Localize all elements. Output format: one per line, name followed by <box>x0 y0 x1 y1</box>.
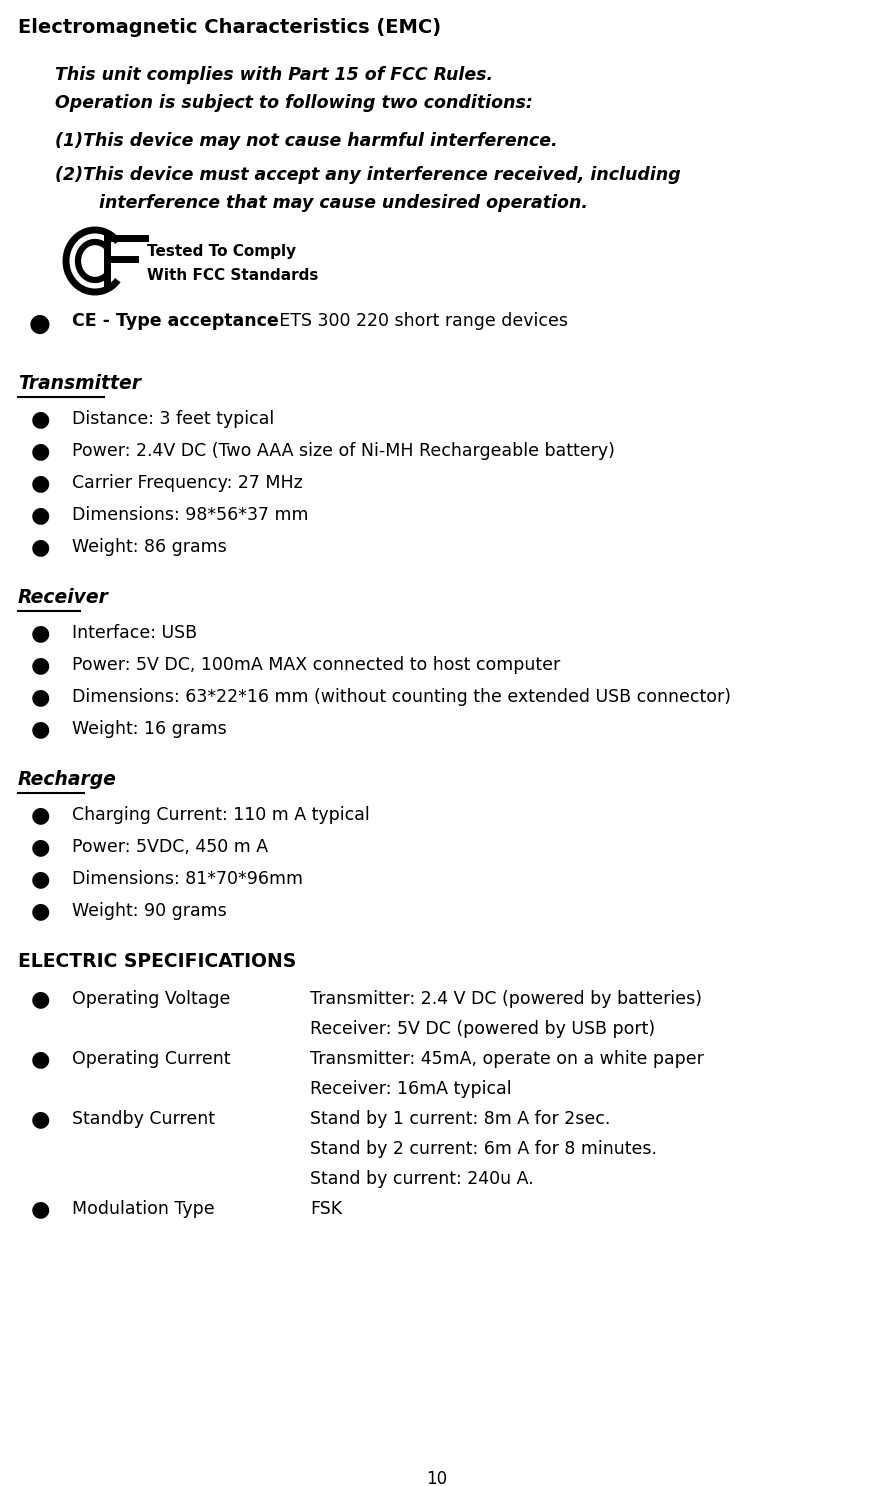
Text: ELECTRIC SPECIFICATIONS: ELECTRIC SPECIFICATIONS <box>18 951 297 970</box>
Text: With FCC Standards: With FCC Standards <box>147 267 318 282</box>
Text: ●: ● <box>31 441 50 462</box>
Text: Dimensions: 63*22*16 mm (without counting the extended USB connector): Dimensions: 63*22*16 mm (without countin… <box>72 688 731 706</box>
Text: ●: ● <box>31 655 50 676</box>
Text: interference that may cause undesired operation.: interference that may cause undesired op… <box>75 195 588 212</box>
Text: Operation is subject to following two conditions:: Operation is subject to following two co… <box>55 94 533 111</box>
Text: Carrier Frequency: 27 MHz: Carrier Frequency: 27 MHz <box>72 474 303 492</box>
Text: ●: ● <box>31 474 50 493</box>
Text: Power: 2.4V DC (Two AAA size of Ni-MH Rechargeable battery): Power: 2.4V DC (Two AAA size of Ni-MH Re… <box>72 441 615 459</box>
Text: ●: ● <box>31 505 50 526</box>
Text: Receiver: Receiver <box>18 587 108 606</box>
Text: ●: ● <box>31 538 50 557</box>
Text: (2)This device must accept any interference received, including: (2)This device must accept any interfere… <box>55 166 681 184</box>
Text: Transmitter: 45mA, operate on a white paper: Transmitter: 45mA, operate on a white pa… <box>310 1049 704 1067</box>
Text: Standby Current: Standby Current <box>72 1110 215 1128</box>
Text: Electromagnetic Characteristics (EMC): Electromagnetic Characteristics (EMC) <box>18 18 441 37</box>
Text: Power: 5VDC, 450 m A: Power: 5VDC, 450 m A <box>72 838 268 856</box>
Text: (1)This device may not cause harmful interference.: (1)This device may not cause harmful int… <box>55 132 557 150</box>
Text: ●: ● <box>31 1199 50 1220</box>
Text: ●: ● <box>31 838 50 857</box>
Text: Weight: 16 grams: Weight: 16 grams <box>72 719 227 737</box>
Text: ●: ● <box>31 869 50 890</box>
Text: Receiver: 5V DC (powered by USB port): Receiver: 5V DC (powered by USB port) <box>310 1019 655 1037</box>
Text: Charging Current: 110 m A typical: Charging Current: 110 m A typical <box>72 805 370 823</box>
Text: ●: ● <box>31 410 50 429</box>
Text: Transmitter: Transmitter <box>18 373 141 392</box>
Text: Interface: USB: Interface: USB <box>72 624 197 642</box>
Text: 10: 10 <box>426 1470 448 1486</box>
Text: Dimensions: 98*56*37 mm: Dimensions: 98*56*37 mm <box>72 505 309 523</box>
Text: FSK: FSK <box>310 1199 342 1217</box>
Text: Operating Current: Operating Current <box>72 1049 230 1067</box>
Text: ●: ● <box>31 990 50 1009</box>
Text: Stand by current: 240u A.: Stand by current: 240u A. <box>310 1169 534 1187</box>
Text: Receiver: 16mA typical: Receiver: 16mA typical <box>310 1080 512 1098</box>
Text: Operating Voltage: Operating Voltage <box>72 990 230 1008</box>
Text: Modulation Type: Modulation Type <box>72 1199 214 1217</box>
Text: ●: ● <box>31 719 50 740</box>
Text: Tested To Comply: Tested To Comply <box>147 244 296 259</box>
Text: Power: 5V DC, 100mA MAX connected to host computer: Power: 5V DC, 100mA MAX connected to hos… <box>72 655 560 673</box>
Text: This unit complies with Part 15 of FCC Rules.: This unit complies with Part 15 of FCC R… <box>55 65 493 85</box>
Text: Weight: 86 grams: Weight: 86 grams <box>72 538 227 556</box>
Text: ●: ● <box>29 312 51 336</box>
Text: ●: ● <box>31 805 50 826</box>
Text: CE - Type acceptance: CE - Type acceptance <box>72 312 279 330</box>
Text: Stand by 2 current: 6m A for 8 minutes.: Stand by 2 current: 6m A for 8 minutes. <box>310 1140 657 1158</box>
Text: Recharge: Recharge <box>18 770 117 789</box>
Text: : ETS 300 220 short range devices: : ETS 300 220 short range devices <box>268 312 568 330</box>
Text: ●: ● <box>31 624 50 643</box>
Text: Distance: 3 feet typical: Distance: 3 feet typical <box>72 410 274 428</box>
Text: ●: ● <box>31 902 50 921</box>
Text: Dimensions: 81*70*96mm: Dimensions: 81*70*96mm <box>72 869 303 887</box>
Text: ●: ● <box>31 1049 50 1070</box>
Text: ●: ● <box>31 1110 50 1129</box>
Text: ●: ● <box>31 688 50 707</box>
Text: Weight: 90 grams: Weight: 90 grams <box>72 902 227 920</box>
Text: Stand by 1 current: 8m A for 2sec.: Stand by 1 current: 8m A for 2sec. <box>310 1110 611 1128</box>
Text: Transmitter: 2.4 V DC (powered by batteries): Transmitter: 2.4 V DC (powered by batter… <box>310 990 702 1008</box>
